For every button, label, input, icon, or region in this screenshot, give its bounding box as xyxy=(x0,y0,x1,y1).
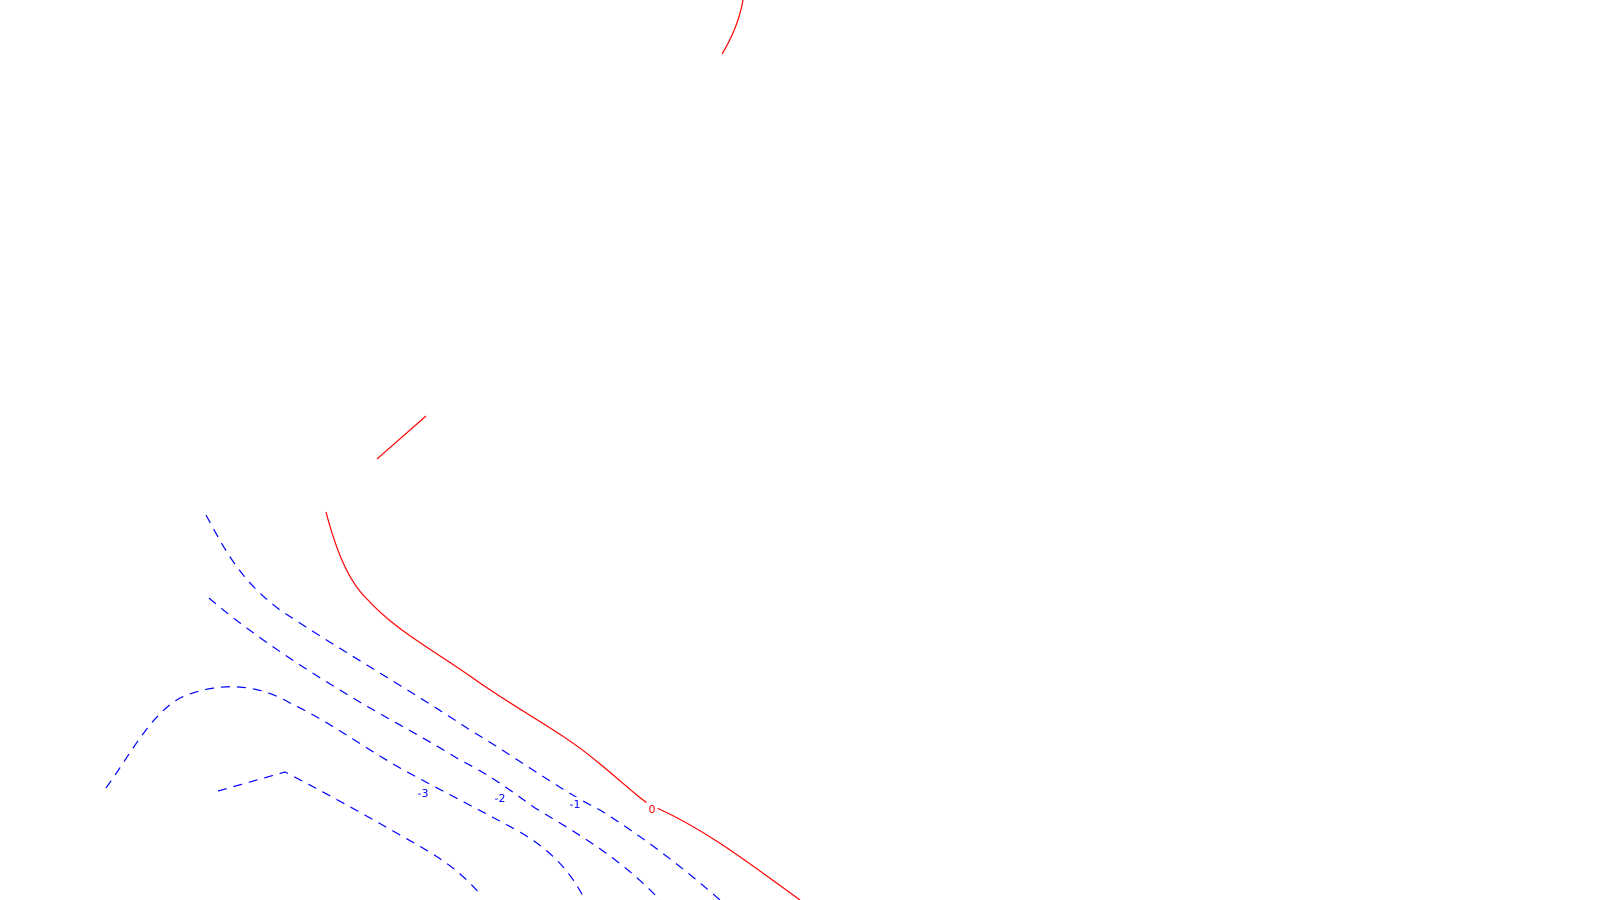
contour-line-minus-2 xyxy=(208,597,661,900)
contour-line-minus-1 xyxy=(205,514,721,900)
contour-label-background xyxy=(492,791,508,806)
contour-line-minus-3 xyxy=(105,686,586,900)
contour-line-minus-4 xyxy=(217,771,481,895)
contour-line-zero-main xyxy=(325,511,801,900)
contour-label-minus-2: -2 xyxy=(495,792,506,805)
contour-label-background xyxy=(567,797,583,812)
contour-label-background xyxy=(415,786,431,801)
contour-line-zero-segment xyxy=(376,415,427,460)
contour-label-minus-1: -1 xyxy=(570,798,581,811)
contour-label-minus-3: -3 xyxy=(418,787,429,800)
contour-label-background xyxy=(646,802,658,817)
contour-label-zero: 0 xyxy=(649,803,656,816)
contour-line-zero-north xyxy=(721,0,744,55)
